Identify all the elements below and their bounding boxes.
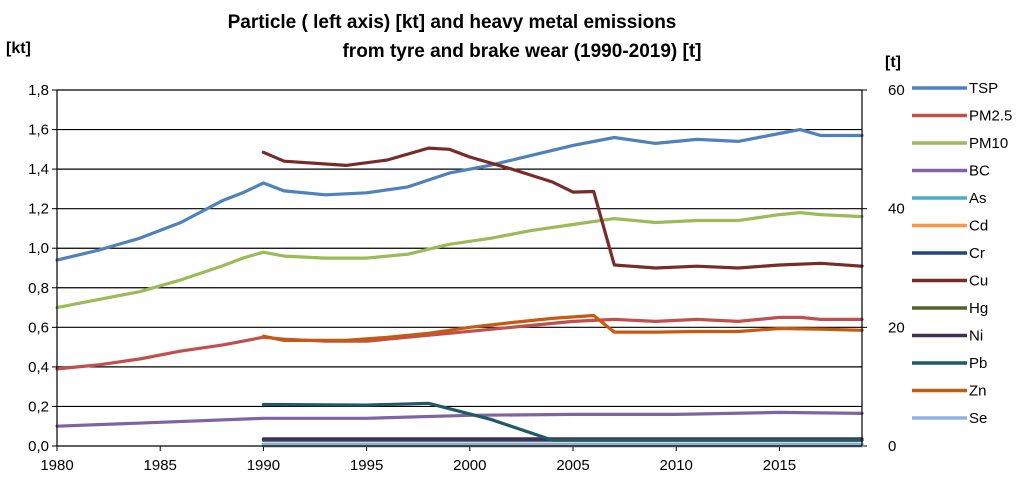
gridlines xyxy=(57,89,862,408)
left-axis-unit: [kt] xyxy=(6,40,31,57)
left-tick-label: 0,2 xyxy=(28,398,49,415)
series-line-pb xyxy=(261,401,864,442)
x-tick-label: 2005 xyxy=(556,457,589,474)
legend-label-pm10: PM10 xyxy=(969,135,1008,152)
left-tick-label: 1,2 xyxy=(28,201,49,218)
left-tick-label: 1,6 xyxy=(28,122,49,139)
axes xyxy=(56,90,863,447)
x-tick-label: 1985 xyxy=(144,457,177,474)
series-line-tsp xyxy=(55,128,864,262)
series-lines xyxy=(55,128,864,448)
chart-title-line1: Particle ( left axis) [kt] and heavy met… xyxy=(228,12,677,33)
legend-label-pm2-5: PM2.5 xyxy=(969,108,1012,125)
x-axis-ticks: 1980 1985 1990 1995 2000 2005 2010 2015 xyxy=(40,446,796,474)
left-tick-label: 1,0 xyxy=(28,240,49,257)
left-tick-label: 0,0 xyxy=(28,438,49,455)
series-line-pm2-5 xyxy=(55,315,864,371)
series-line-bc xyxy=(55,410,864,428)
x-tick-label: 2000 xyxy=(453,457,486,474)
legend-label-pb: Pb xyxy=(969,355,987,372)
legend-label-zn: Zn xyxy=(969,383,987,400)
legend-label-se: Se xyxy=(969,410,987,427)
x-tick-label: 1995 xyxy=(350,457,383,474)
x-tick-label: 1980 xyxy=(40,457,73,474)
left-tick-label: 0,8 xyxy=(28,280,49,297)
legend-label-as: As xyxy=(969,190,987,207)
series-line-cu xyxy=(261,146,864,270)
legend-label-bc: BC xyxy=(969,163,990,180)
left-tick-label: 1,4 xyxy=(28,161,49,178)
left-tick-label: 0,4 xyxy=(28,359,49,376)
legend-label-cd: Cd xyxy=(969,218,988,235)
legend: TSP PM2.5 PM10 BC As Cd Cr Cu Hg Ni Pb Zn Se xyxy=(912,80,1012,427)
right-tick-label: 60 xyxy=(888,82,905,99)
series-line-zn xyxy=(261,313,864,342)
left-axis-ticks: 0,0 0,2 0,4 0,6 0,8 1,0 1,2 1,4 1,6 1,8 xyxy=(28,82,57,455)
legend-label-hg: Hg xyxy=(969,300,988,317)
right-tick-label: 40 xyxy=(888,201,905,218)
right-tick-label: 20 xyxy=(888,319,905,336)
x-tick-label: 2010 xyxy=(660,457,693,474)
series-line-pm10 xyxy=(55,211,864,310)
legend-label-cr: Cr xyxy=(969,245,985,262)
x-tick-label: 1990 xyxy=(247,457,280,474)
legend-label-cu: Cu xyxy=(969,273,988,290)
right-axis-ticks: 0 20 40 60 xyxy=(862,82,905,455)
left-tick-label: 1,8 xyxy=(28,82,49,99)
legend-label-ni: Ni xyxy=(969,328,983,345)
right-axis-unit: [t] xyxy=(885,54,901,71)
x-tick-label: 2015 xyxy=(763,457,796,474)
right-tick-label: 0 xyxy=(888,438,896,455)
chart-title-line2: from tyre and brake wear (1990-2019) [t] xyxy=(342,41,701,62)
legend-label-tsp: TSP xyxy=(969,80,998,97)
left-tick-label: 0,6 xyxy=(28,319,49,336)
